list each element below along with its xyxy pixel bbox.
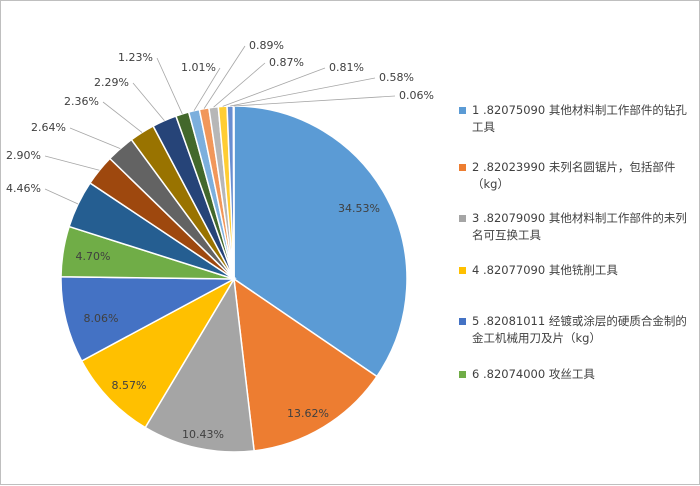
leader-line xyxy=(230,77,376,107)
leader-line xyxy=(213,62,266,108)
legend-item: 6 .82074000 攻丝工具 xyxy=(459,366,695,383)
leader-line xyxy=(69,127,121,149)
legend-item: 1 .82075090 其他材料制工作部件的钻孔工具 xyxy=(459,102,695,136)
data-label: 0.89% xyxy=(249,39,284,52)
legend-label: 6 .82074000 攻丝工具 xyxy=(472,367,595,381)
data-label: 2.29% xyxy=(94,76,129,89)
data-label: 4.70% xyxy=(76,250,111,263)
data-label: 2.36% xyxy=(64,95,99,108)
leader-line xyxy=(44,188,79,205)
legend-label: 2 .82023990 未列名圆锯片，包括部件（kg） xyxy=(472,160,676,191)
legend-swatch xyxy=(459,107,466,114)
leader-line xyxy=(233,95,396,107)
data-label: 1.23% xyxy=(118,51,153,64)
legend-swatch xyxy=(459,164,466,171)
pie-slice xyxy=(233,277,378,452)
legend-item: 3 .82079090 其他材料制工作部件的未列名可互换工具 xyxy=(459,210,695,244)
legend-label: 1 .82075090 其他材料制工作部件的钻孔工具 xyxy=(472,103,687,134)
pie-slice xyxy=(80,277,237,429)
pie-slice xyxy=(144,276,255,453)
legend-label: 3 .82079090 其他材料制工作部件的未列名可互换工具 xyxy=(472,211,687,242)
data-label: 0.81% xyxy=(329,61,364,74)
data-label: 8.57% xyxy=(112,379,147,392)
pie-slice xyxy=(233,105,408,378)
data-label: 0.87% xyxy=(269,56,304,69)
data-label: 2.64% xyxy=(31,121,66,134)
legend-swatch xyxy=(459,215,466,222)
legend-swatch xyxy=(459,371,466,378)
data-label: 34.53% xyxy=(338,202,380,215)
data-label: 2.90% xyxy=(6,149,41,162)
data-label: 13.62% xyxy=(287,407,329,420)
legend-label: 5 .82081011 经镀或涂层的硬质合金制的金工机械用刀及片（kg） xyxy=(472,314,687,345)
leader-line xyxy=(222,67,326,107)
data-label: 0.06% xyxy=(399,89,434,102)
data-label: 1.01% xyxy=(181,61,216,74)
legend-item: 5 .82081011 经镀或涂层的硬质合金制的金工机械用刀及片（kg） xyxy=(459,313,695,347)
legend-item: 4 .82077090 其他铣削工具 xyxy=(459,262,695,279)
data-label: 4.46% xyxy=(6,182,41,195)
legend-label: 4 .82077090 其他铣削工具 xyxy=(472,263,618,277)
leader-line xyxy=(156,57,183,115)
legend-swatch xyxy=(459,267,466,274)
legend-item: 2 .82023990 未列名圆锯片，包括部件（kg） xyxy=(459,159,695,193)
leader-line xyxy=(44,155,100,171)
leader-line xyxy=(203,45,246,109)
leader-line xyxy=(193,67,221,111)
pie-slice xyxy=(232,105,235,280)
leader-line xyxy=(132,82,165,121)
legend-swatch xyxy=(459,318,466,325)
leader-line xyxy=(102,101,143,133)
data-label: 8.06% xyxy=(84,312,119,325)
data-label: 0.58% xyxy=(379,71,414,84)
data-label: 10.43% xyxy=(182,428,224,441)
